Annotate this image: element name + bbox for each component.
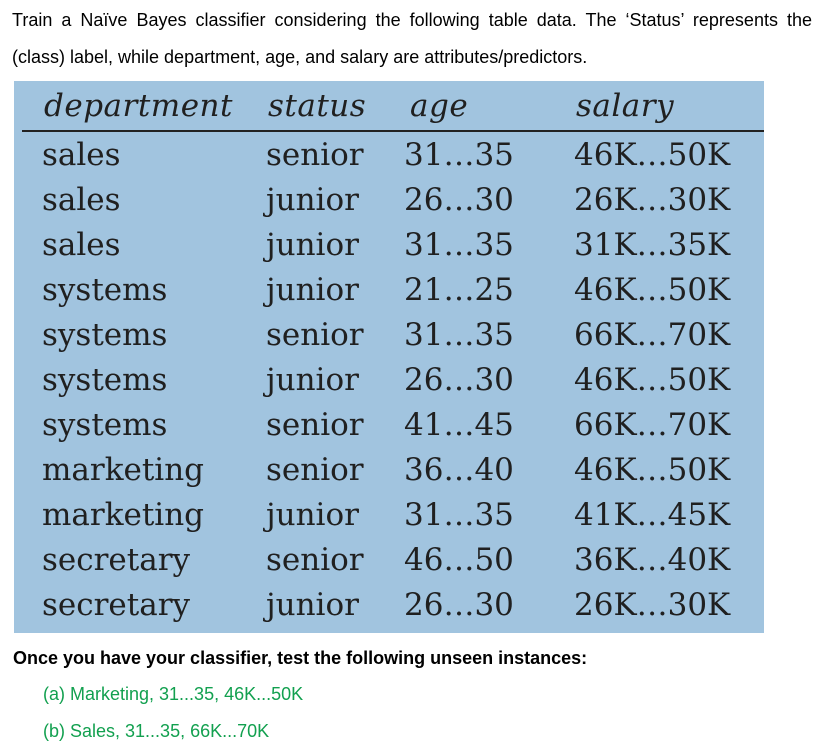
salary-cell: 46K…50K bbox=[574, 271, 731, 308]
training-data-table: department status age salary sales senior… bbox=[22, 81, 764, 627]
test-prompt: Once you have your classifier, test the … bbox=[13, 648, 588, 668]
intro-paragraph: Train a Naïve Bayes classifier consideri… bbox=[12, 2, 812, 76]
salary-cell: 46K…50K bbox=[574, 361, 731, 398]
salary-cell: 31K…35K bbox=[574, 226, 731, 263]
table-row: systems junior 21…25 46K…50K bbox=[22, 267, 764, 312]
test-instance-a: (a) Marketing, 31...35, 46K...50K bbox=[43, 684, 304, 704]
table-body: sales senior 31…35 46K…50K sales junior 26…30 2… bbox=[22, 131, 764, 627]
data-table-figure: department status age salary sales senior… bbox=[14, 81, 764, 633]
table-header-row: department status age salary bbox=[22, 81, 764, 132]
salary-cell: 46K…50K bbox=[574, 451, 731, 488]
age-cell: 26…30 bbox=[404, 181, 514, 218]
status-cell: senior bbox=[266, 451, 364, 488]
department-cell: systems bbox=[42, 361, 168, 398]
age-cell: 46…50 bbox=[404, 541, 514, 578]
table-row: systems senior 41…45 66K…70K bbox=[22, 402, 764, 447]
table-row: marketing senior 36…40 46K…50K bbox=[22, 447, 764, 492]
department-cell: secretary bbox=[42, 586, 191, 623]
status-cell: senior bbox=[266, 316, 364, 353]
status-cell: senior bbox=[266, 406, 364, 443]
age-cell: 31…35 bbox=[404, 136, 514, 173]
table-row: systems senior 31…35 66K…70K bbox=[22, 312, 764, 357]
status-cell: junior bbox=[266, 181, 359, 218]
status-cell: junior bbox=[266, 496, 359, 533]
status-cell: junior bbox=[266, 271, 359, 308]
table-row: secretary junior 26…30 26K…30K bbox=[22, 582, 764, 627]
age-cell: 21…25 bbox=[404, 271, 514, 308]
test-instance-b: (b) Sales, 31...35, 66K...70K bbox=[43, 721, 270, 741]
test-instances-list: (a) Marketing, 31...35, 46K...50K (b) Sa… bbox=[43, 679, 303, 753]
table-row: marketing junior 31…35 41K…45K bbox=[22, 492, 764, 537]
table-row: sales junior 26…30 26K…30K bbox=[22, 177, 764, 222]
salary-cell: 26K…30K bbox=[574, 181, 731, 218]
age-cell: 31…35 bbox=[404, 316, 514, 353]
department-cell: systems bbox=[42, 406, 168, 443]
table-row: sales junior 31…35 31K…35K bbox=[22, 222, 764, 267]
header-age: age bbox=[404, 81, 574, 132]
department-cell: sales bbox=[42, 136, 121, 173]
salary-cell: 66K…70K bbox=[574, 406, 731, 443]
salary-cell: 26K…30K bbox=[574, 586, 731, 623]
header-salary: salary bbox=[574, 81, 764, 132]
status-cell: junior bbox=[266, 361, 359, 398]
table-row: secretary senior 46…50 36K…40K bbox=[22, 537, 764, 582]
age-cell: 26…30 bbox=[404, 586, 514, 623]
department-cell: sales bbox=[42, 226, 121, 263]
intro-line-1: Train a Naïve Bayes classifier consideri… bbox=[12, 10, 812, 30]
intro-line-2: (class) label, while department, age, an… bbox=[12, 47, 588, 67]
age-cell: 26…30 bbox=[404, 361, 514, 398]
department-cell: marketing bbox=[42, 496, 205, 533]
table-row: systems junior 26…30 46K…50K bbox=[22, 357, 764, 402]
age-cell: 41…45 bbox=[404, 406, 514, 443]
age-cell: 31…35 bbox=[404, 496, 514, 533]
department-cell: marketing bbox=[42, 451, 205, 488]
department-cell: systems bbox=[42, 316, 168, 353]
salary-cell: 66K…70K bbox=[574, 316, 731, 353]
department-cell: systems bbox=[42, 271, 168, 308]
status-cell: senior bbox=[266, 541, 364, 578]
salary-cell: 46K…50K bbox=[574, 136, 731, 173]
department-cell: sales bbox=[42, 181, 121, 218]
table-row: sales senior 31…35 46K…50K bbox=[22, 131, 764, 177]
header-department: department bbox=[22, 81, 266, 132]
status-cell: junior bbox=[266, 586, 359, 623]
age-cell: 36…40 bbox=[404, 451, 514, 488]
status-cell: junior bbox=[266, 226, 359, 263]
status-cell: senior bbox=[266, 136, 364, 173]
age-cell: 31…35 bbox=[404, 226, 514, 263]
header-status: status bbox=[266, 81, 404, 132]
salary-cell: 41K…45K bbox=[574, 496, 731, 533]
salary-cell: 36K…40K bbox=[574, 541, 731, 578]
department-cell: secretary bbox=[42, 541, 191, 578]
